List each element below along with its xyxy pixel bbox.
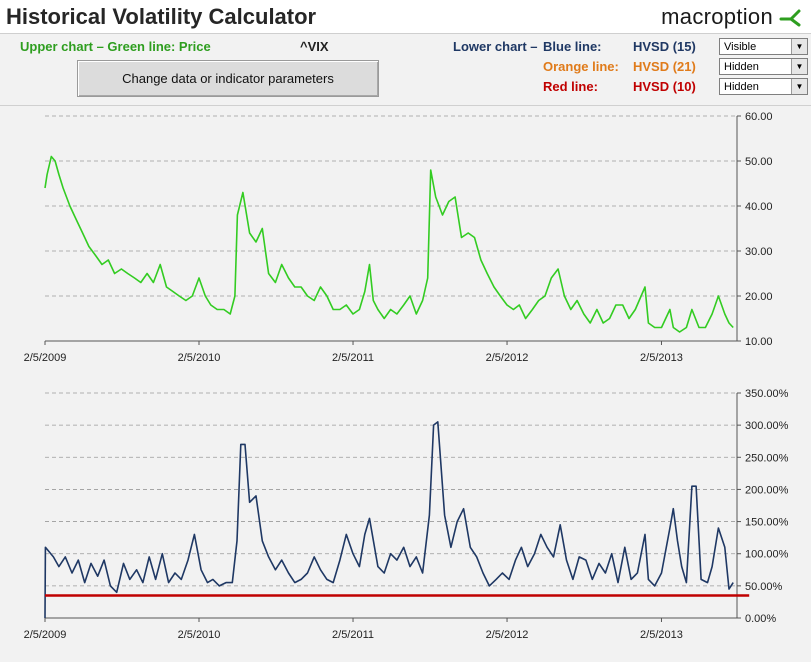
- logo-icon: [779, 9, 801, 27]
- selected-value: Hidden: [724, 81, 759, 93]
- red-line-label: Red line:: [543, 79, 598, 94]
- selected-value: Hidden: [724, 61, 759, 73]
- y-tick-label: 50.00: [745, 156, 773, 168]
- y-tick-label: 50.00%: [745, 581, 783, 593]
- x-tick-label: 2/5/2012: [486, 629, 529, 641]
- blue-line-visibility-select[interactable]: Visible ▼: [719, 38, 808, 55]
- header-bar: Historical Volatility Calculator macropt…: [0, 0, 811, 34]
- y-tick-label: 10.00: [745, 336, 773, 348]
- blue-line-indicator: HVSD (15): [633, 39, 696, 54]
- hvsd-15-line: [44, 421, 734, 619]
- price-line: [44, 155, 734, 333]
- x-tick-label: 2/5/2010: [178, 352, 221, 364]
- change-parameters-button[interactable]: Change data or indicator parameters: [77, 60, 379, 97]
- chevron-down-icon[interactable]: ▼: [791, 39, 807, 54]
- y-tick-label: 30.00: [745, 246, 773, 258]
- ticker-label: ^VIX: [300, 39, 329, 54]
- x-tick-label: 2/5/2012: [486, 352, 529, 364]
- y-tick-label: 40.00: [745, 201, 773, 213]
- orange-line-visibility-select[interactable]: Hidden ▼: [719, 58, 808, 75]
- x-tick-label: 2/5/2009: [24, 352, 67, 364]
- chevron-down-icon[interactable]: ▼: [791, 59, 807, 74]
- y-tick-label: 200.00%: [745, 484, 789, 496]
- x-tick-label: 2/5/2010: [178, 629, 221, 641]
- y-tick-label: 20.00: [745, 291, 773, 303]
- y-tick-label: 150.00%: [745, 517, 789, 529]
- y-tick-label: 60.00: [745, 111, 773, 123]
- lower-chart-label: Lower chart –: [453, 39, 538, 54]
- page-title: Historical Volatility Calculator: [6, 4, 317, 29]
- orange-line-label: Orange line:: [543, 59, 619, 74]
- upper-chart-label: Upper chart – Green line: Price: [20, 39, 211, 54]
- brand-logo-text: macroption: [661, 4, 773, 29]
- x-tick-label: 2/5/2013: [640, 352, 683, 364]
- red-line-indicator: HVSD (10): [633, 79, 696, 94]
- x-tick-label: 2/5/2009: [24, 629, 67, 641]
- charts-panel: [0, 105, 811, 662]
- y-tick-label: 250.00%: [745, 452, 789, 464]
- orange-line-indicator: HVSD (21): [633, 59, 696, 74]
- y-tick-label: 300.00%: [745, 420, 789, 432]
- x-tick-label: 2/5/2011: [332, 352, 374, 364]
- selected-value: Visible: [724, 41, 757, 53]
- x-tick-label: 2/5/2011: [332, 629, 374, 641]
- y-tick-label: 0.00%: [745, 613, 776, 625]
- y-tick-label: 350.00%: [745, 388, 789, 400]
- blue-line-label: Blue line:: [543, 39, 602, 54]
- x-tick-label: 2/5/2013: [640, 629, 683, 641]
- red-line-visibility-select[interactable]: Hidden ▼: [719, 78, 808, 95]
- chevron-down-icon[interactable]: ▼: [791, 79, 807, 94]
- y-tick-label: 100.00%: [745, 549, 789, 561]
